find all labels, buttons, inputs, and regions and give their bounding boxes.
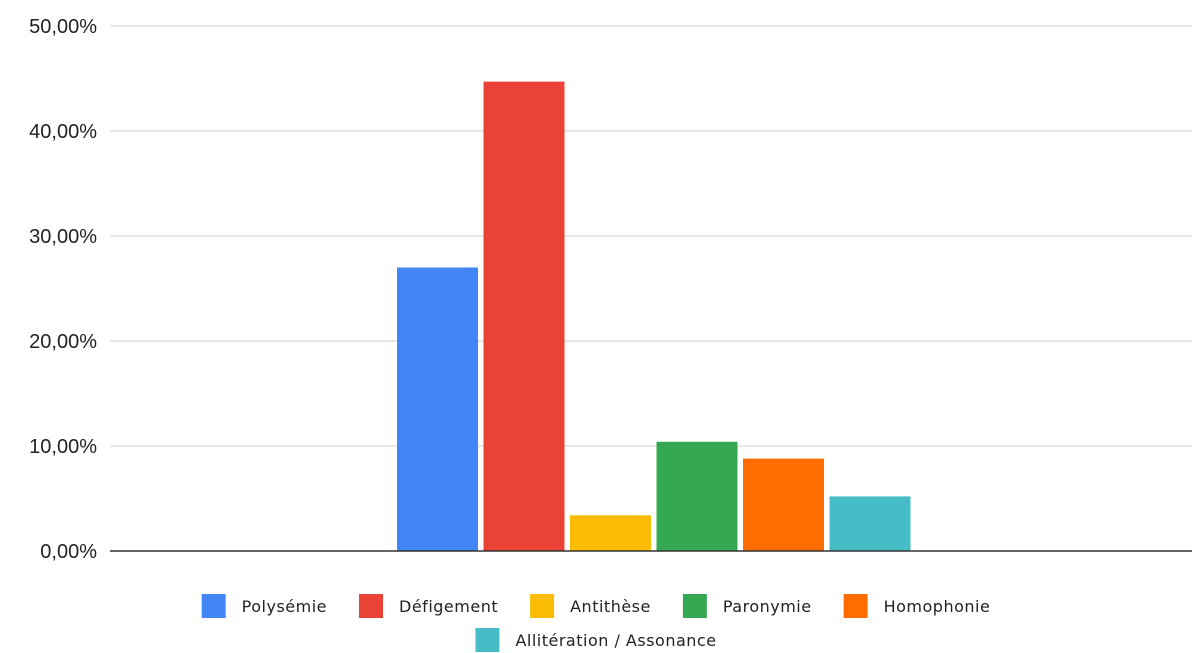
bar-antith-se xyxy=(570,515,651,551)
legend-item: Allitération / Assonance xyxy=(475,628,716,652)
legend: Polysémie Défigement Antithèse Paronymie Hom… xyxy=(201,594,991,652)
legend-swatch xyxy=(682,594,707,618)
legend-swatch xyxy=(201,594,226,618)
bar-allit-ration-assonance xyxy=(829,496,911,551)
legend-label: Polysémie xyxy=(242,597,327,616)
y-tick-label: 20,00% xyxy=(29,331,97,353)
legend-swatch xyxy=(530,594,555,618)
legend-item: Homophonie xyxy=(843,594,991,618)
gridlines xyxy=(110,25,1192,447)
bar-d-figement xyxy=(483,81,565,552)
legend-item: Défigement xyxy=(359,594,498,618)
bars xyxy=(397,81,911,552)
y-tick-label: 0,00% xyxy=(40,541,97,563)
legend-swatch xyxy=(843,594,868,618)
legend-label: Antithèse xyxy=(570,597,651,616)
legend-label: Homophonie xyxy=(884,597,991,616)
legend-item: Polysémie xyxy=(201,594,327,618)
legend-item: Antithèse xyxy=(530,594,651,618)
y-tick-label: 10,00% xyxy=(29,436,97,458)
legend-item: Paronymie xyxy=(682,594,812,618)
y-tick-label: 50,00% xyxy=(29,16,97,38)
legend-label: Allitération / Assonance xyxy=(515,631,716,650)
legend-label: Défigement xyxy=(399,597,498,616)
legend-label: Paronymie xyxy=(723,597,812,616)
legend-swatch xyxy=(475,628,500,652)
bar-paronymie xyxy=(656,441,738,551)
y-tick-label: 30,00% xyxy=(29,226,97,248)
bar-homophonie xyxy=(743,458,824,551)
bar-polys-mie xyxy=(397,267,478,551)
y-tick-label: 40,00% xyxy=(29,121,97,143)
legend-swatch xyxy=(359,594,384,618)
y-axis-tick-labels: 0,00% 10,00% 20,00% 30,00% 40,00% 50,00% xyxy=(29,16,97,563)
